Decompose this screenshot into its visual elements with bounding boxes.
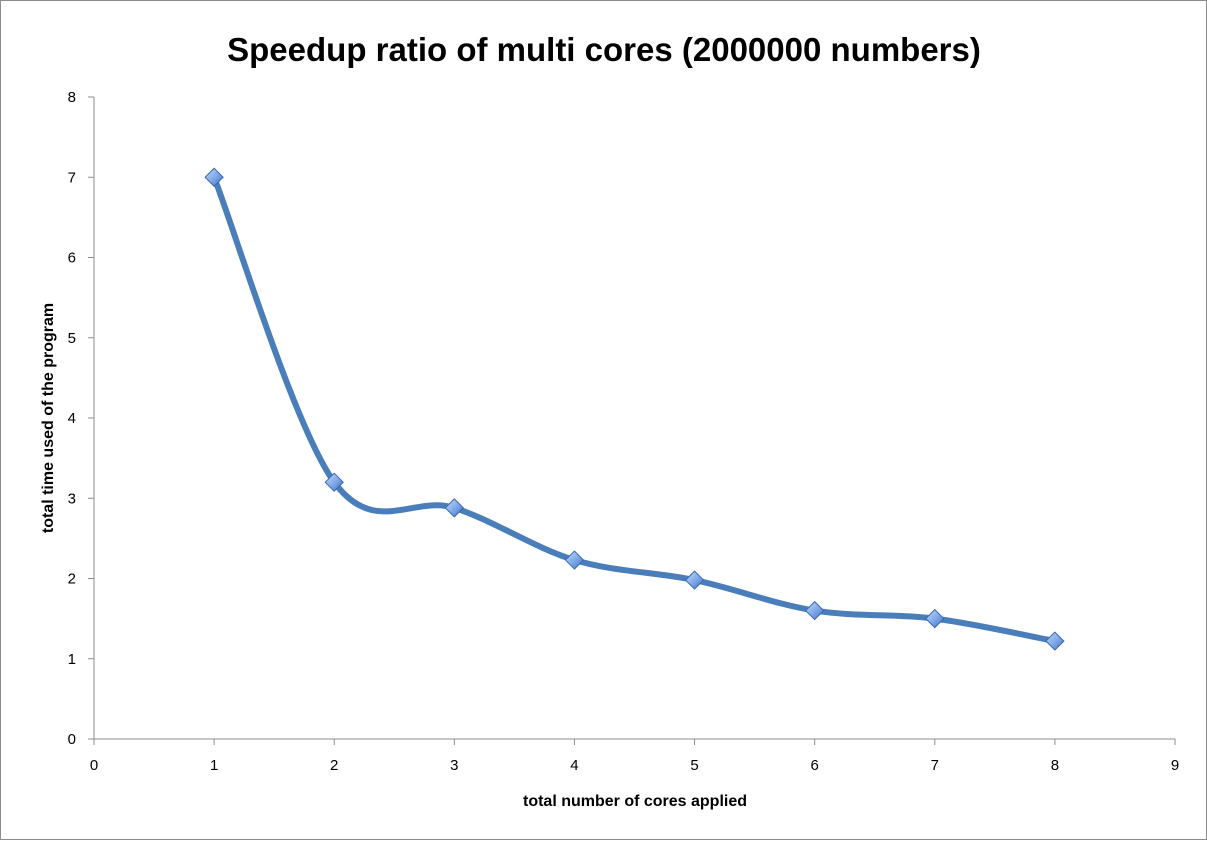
data-point-marker xyxy=(1045,631,1065,651)
x-axis-title: total number of cores applied xyxy=(523,793,747,810)
x-tick-label: 6 xyxy=(810,757,818,774)
y-axis-title: total time used of the program xyxy=(40,303,57,533)
x-tick-label: 4 xyxy=(570,757,578,774)
data-point-marker xyxy=(925,608,945,629)
y-tick-label: 3 xyxy=(68,490,76,507)
y-tick-label: 1 xyxy=(68,651,76,668)
x-tick-label: 0 xyxy=(90,757,98,774)
x-tick-label: 1 xyxy=(210,757,218,774)
y-tick-label: 6 xyxy=(68,250,76,267)
data-point-marker xyxy=(204,167,224,187)
x-tick-label: 7 xyxy=(931,757,939,774)
data-point-marker xyxy=(324,472,344,492)
data-point-marker xyxy=(804,600,825,621)
x-tick-label: 9 xyxy=(1171,757,1179,774)
data-point-marker xyxy=(444,498,465,518)
x-tick-label: 2 xyxy=(330,757,338,774)
y-tick-label: 7 xyxy=(68,169,76,186)
data-point-marker xyxy=(684,570,705,590)
series-group xyxy=(204,167,1065,651)
x-tick-label: 3 xyxy=(450,757,458,774)
axes: 0 1 2 3 4 5 6 7 8 0 1 2 3 4 5 6 7 8 9 xyxy=(68,89,1180,774)
chart-title: Speedup ratio of multi cores (2000000 nu… xyxy=(227,31,981,68)
y-tick-label: 0 xyxy=(68,731,76,748)
data-point-marker xyxy=(564,550,585,570)
y-tick-label: 5 xyxy=(68,330,76,347)
y-tick-label: 8 xyxy=(68,89,76,106)
x-tick-label: 8 xyxy=(1051,757,1059,774)
y-tick-label: 2 xyxy=(68,571,76,588)
series-line xyxy=(211,174,1058,645)
y-tick-label: 4 xyxy=(68,410,76,427)
x-tick-label: 5 xyxy=(690,757,698,774)
